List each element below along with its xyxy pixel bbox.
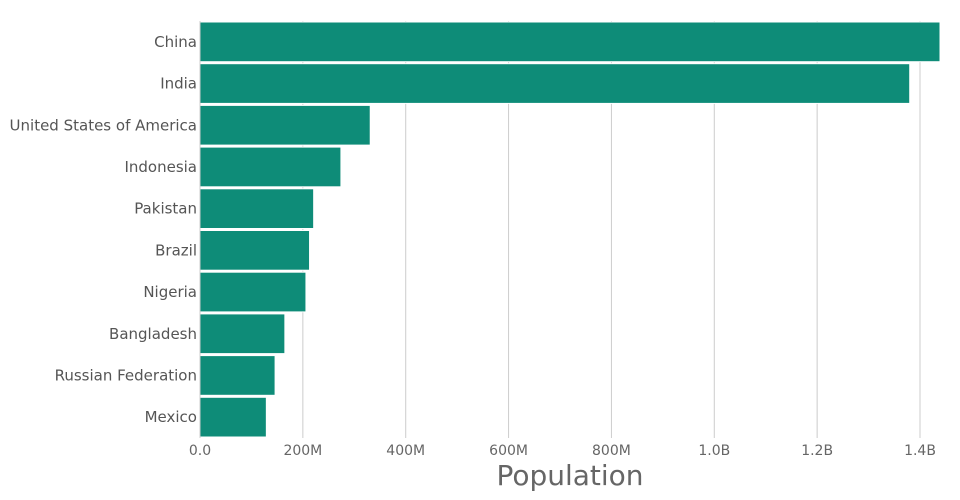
x-tick-label: 400M <box>386 443 425 459</box>
x-tick-label: 1.2B <box>801 443 833 459</box>
bar <box>199 146 342 188</box>
category-label: United States of America <box>10 116 197 134</box>
category-label: Indonesia <box>124 158 197 176</box>
bar <box>199 63 911 104</box>
x-tick-label: 1.4B <box>904 443 936 459</box>
x-axis-title: Population <box>496 459 643 492</box>
bars <box>199 21 941 438</box>
x-tick-labels: 0.0 200M 400M 600M 800M 1.0B 1.2B 1.4B <box>189 443 936 459</box>
x-tick-label: 1.0B <box>698 443 730 459</box>
category-label: Nigeria <box>143 283 197 301</box>
bar <box>199 21 941 63</box>
bar <box>199 271 307 313</box>
category-label: India <box>160 75 197 93</box>
category-label: Pakistan <box>134 200 197 218</box>
category-label: China <box>154 33 197 51</box>
x-tick-label: 0.0 <box>189 443 211 459</box>
bar <box>199 313 286 355</box>
category-label: Brazil <box>155 241 197 259</box>
category-label: Russian Federation <box>55 366 197 384</box>
category-labels: China India United States of America Indone… <box>10 33 197 426</box>
bar <box>199 396 267 438</box>
bar <box>199 230 311 271</box>
category-label: Bangladesh <box>109 325 197 343</box>
category-label: Mexico <box>145 408 197 426</box>
x-tick-label: 600M <box>489 443 528 459</box>
x-tick-label: 200M <box>283 443 322 459</box>
bar <box>199 104 371 146</box>
bar <box>199 355 276 396</box>
x-tick-label: 800M <box>592 443 631 459</box>
bar <box>199 188 315 230</box>
